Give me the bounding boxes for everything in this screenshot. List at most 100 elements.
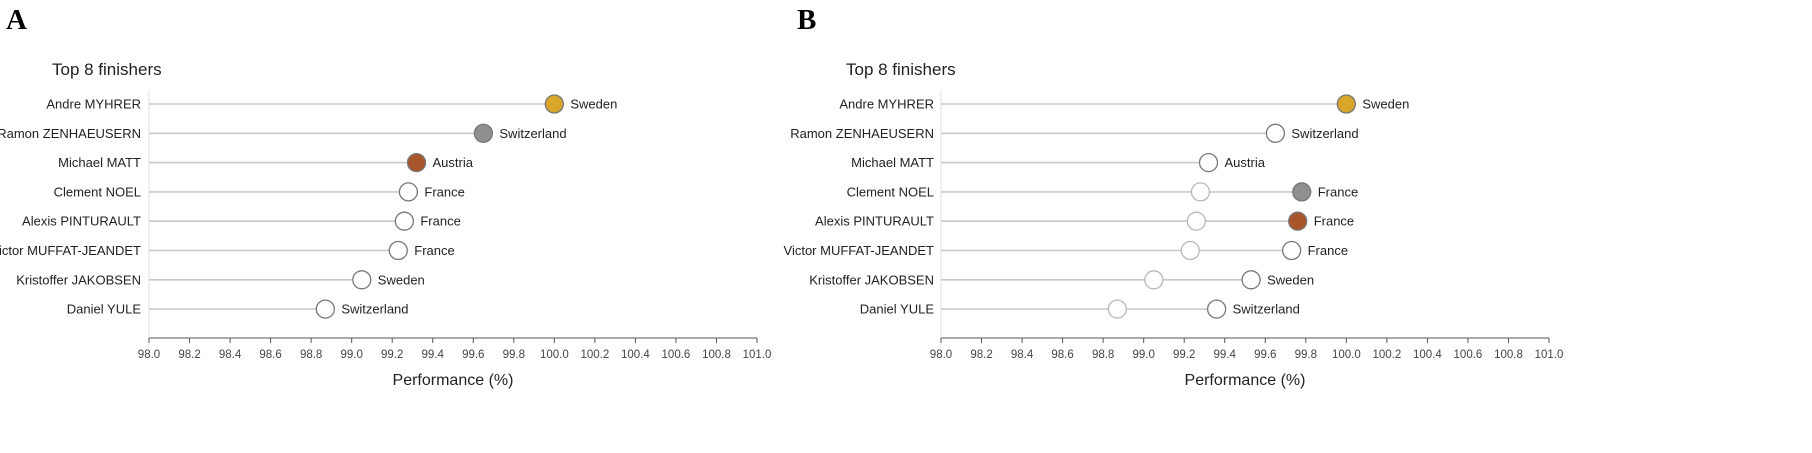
country-label: France [420, 214, 460, 229]
athlete-name: Victor MUFFAT-JEANDET [784, 243, 935, 258]
x-tick-label: 101.0 [1535, 349, 1564, 361]
athlete-name: Clement NOEL [847, 184, 934, 199]
athlete-row: Alexis PINTURAULT France [22, 211, 461, 231]
data-point [1281, 240, 1302, 261]
x-axis-label: Performance (%) [393, 372, 514, 389]
athlete-name: Victor MUFFAT-JEANDET [0, 243, 141, 258]
athlete-row: Daniel YULE Switzerland [67, 299, 409, 319]
x-tick-label: 100.4 [621, 349, 650, 361]
athlete-row: Victor MUFFAT-JEANDET France [784, 240, 1348, 261]
athlete-row: Kristoffer JAKOBSEN Sweden [809, 270, 1314, 290]
x-tick-label: 98.8 [1092, 349, 1114, 361]
x-tick-label: 99.4 [1214, 349, 1237, 361]
data-point [1288, 211, 1308, 231]
data-point [473, 123, 494, 143]
data-point [1144, 270, 1164, 290]
athlete-name: Michael MATT [851, 155, 934, 170]
data-point [1180, 240, 1200, 261]
athlete-row: Ramon ZENHAEUSERN Switzerland [790, 123, 1359, 143]
x-tick-label: 99.0 [340, 349, 362, 361]
country-label: France [1308, 243, 1348, 258]
country-label: France [424, 184, 464, 199]
chart-title: Top 8 finishers [52, 60, 162, 79]
x-tick-label: 98.2 [178, 349, 200, 361]
data-point [1265, 123, 1286, 143]
x-tick-label: 98.0 [930, 349, 952, 361]
x-tick-label: 100.2 [1372, 349, 1401, 361]
x-tick-label: 98.6 [1051, 349, 1073, 361]
country-label: France [414, 243, 454, 258]
data-point [315, 299, 335, 319]
x-tick-label: 99.0 [1132, 349, 1154, 361]
athlete-row: Michael MATT Austria [851, 152, 1266, 173]
athlete-name: Alexis PINTURAULT [815, 214, 934, 229]
athlete-row: Victor MUFFAT-JEANDET France [0, 240, 455, 261]
country-label: France [1314, 214, 1354, 229]
country-label: Sweden [378, 272, 425, 287]
athlete-row: Andre MYHRER Sweden [46, 94, 617, 114]
athlete-name: Andre MYHRER [839, 97, 934, 112]
country-label: Switzerland [341, 302, 408, 317]
x-tick-label: 99.6 [462, 349, 484, 361]
x-tick-label: 100.2 [580, 349, 609, 361]
data-point [1190, 182, 1211, 202]
country-label: Sweden [1267, 272, 1314, 287]
athlete-name: Michael MATT [58, 155, 141, 170]
x-tick-label: 100.6 [1454, 349, 1483, 361]
x-tick-label: 99.8 [1295, 349, 1317, 361]
x-tick-label: 100.8 [702, 349, 731, 361]
x-tick-label: 99.2 [1173, 349, 1195, 361]
x-tick-label: 100.6 [662, 349, 691, 361]
data-point [1186, 211, 1207, 231]
x-tick-label: 100.0 [1332, 349, 1361, 361]
panel-a-label: A [6, 4, 27, 36]
x-tick-label: 98.4 [1011, 349, 1034, 361]
x-tick-label: 98.4 [219, 349, 242, 361]
x-tick-label: 98.0 [138, 349, 160, 361]
athlete-name: Kristoffer JAKOBSEN [16, 272, 141, 287]
panel-b-label: B [797, 4, 817, 36]
x-tick-label: 99.6 [1254, 349, 1276, 361]
x-tick-label: 100.0 [540, 349, 569, 361]
x-tick-label: 98.8 [300, 349, 322, 361]
athlete-name: Daniel YULE [860, 302, 935, 317]
athlete-name: Kristoffer JAKOBSEN [809, 272, 934, 287]
data-point [394, 211, 415, 231]
athlete-row: Michael MATT Austria [58, 152, 474, 173]
data-point [1241, 270, 1261, 290]
athlete-name: Ramon ZENHAEUSERN [790, 126, 934, 141]
x-tick-label: 98.6 [259, 349, 281, 361]
x-tick-label: 100.8 [1494, 349, 1523, 361]
country-label: Austria [1225, 155, 1266, 170]
data-point [406, 152, 427, 173]
athlete-row: Ramon ZENHAEUSERN Switzerland [0, 123, 567, 143]
athlete-name: Andre MYHRER [46, 97, 141, 112]
country-label: Austria [433, 155, 474, 170]
data-point [388, 240, 408, 261]
data-point [1336, 94, 1356, 114]
data-point [1198, 152, 1219, 173]
panel-a: Top 8 finishers 98.0 98.2 98.4 98.6 98.8 99.0 9… [0, 60, 771, 389]
athlete-row: Clement NOEL France [54, 182, 465, 202]
country-label: Sweden [1362, 97, 1409, 112]
athlete-name: Daniel YULE [67, 302, 142, 317]
data-point [398, 182, 419, 202]
x-tick-label: 99.2 [381, 349, 403, 361]
x-tick-label: 99.4 [422, 349, 445, 361]
athlete-row: Clement NOEL France [847, 182, 1358, 202]
country-label: Switzerland [1233, 302, 1300, 317]
athlete-name: Alexis PINTURAULT [22, 214, 141, 229]
athlete-name: Ramon ZENHAEUSERN [0, 126, 141, 141]
athlete-name: Clement NOEL [54, 184, 141, 199]
x-tick-label: 100.4 [1413, 349, 1442, 361]
country-label: Switzerland [1291, 126, 1358, 141]
x-tick-label: 98.2 [970, 349, 992, 361]
athlete-row: Kristoffer JAKOBSEN Sweden [16, 270, 425, 290]
athlete-row: Daniel YULE Switzerland [860, 299, 1300, 319]
athlete-row: Alexis PINTURAULT France [815, 211, 1354, 231]
data-point [1107, 299, 1127, 319]
panel-b: Top 8 finishers 98.0 98.2 98.4 98.6 98.8 99.0 9… [784, 60, 1564, 389]
data-point [544, 94, 564, 114]
x-axis-label: Performance (%) [1185, 372, 1306, 389]
